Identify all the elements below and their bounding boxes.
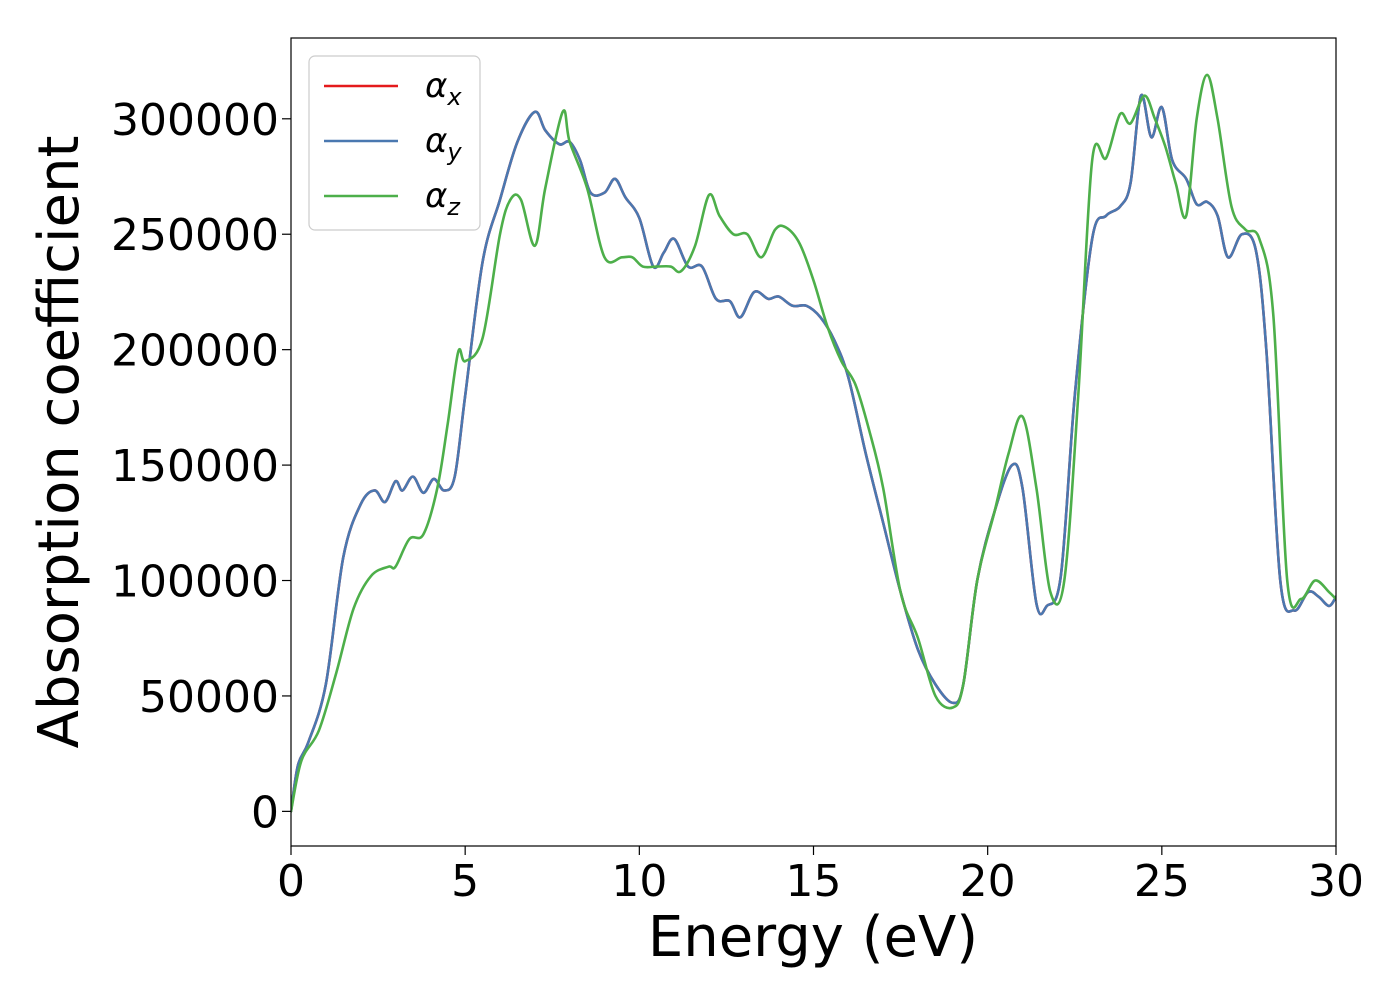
legend-label-symbol: α [425,121,447,161]
y-tick-label: 150000 [111,441,279,492]
y-tick-label: 100000 [111,557,279,608]
x-tick-label: 25 [1134,856,1190,907]
legend-label-z: αz [425,176,461,221]
series-layer [291,73,1336,813]
legend-box [308,55,481,231]
x-tick-label: 20 [960,856,1016,907]
legend-label-x: αx [425,66,462,111]
legend-label-symbol: α [425,176,447,216]
legend-label-symbol: α [425,66,447,106]
x-tick-label: 30 [1308,856,1364,907]
legend-label-subscript: z [446,193,461,221]
y-tick-label: 250000 [111,210,279,261]
y-tick-label: 200000 [111,326,279,377]
legend-label-subscript: x [446,83,462,111]
series-line-y [291,93,1336,813]
series-line-z [291,73,1336,813]
y-axis: 0 50000 100000 150000 200000 250000 300000 [111,95,291,838]
x-tick-label: 10 [611,856,667,907]
legend-label-y: αy [425,121,462,166]
x-tick-label: 0 [277,856,305,907]
y-tick-label: 0 [251,787,279,838]
x-tick-label: 15 [786,856,842,907]
y-tick-label: 300000 [111,95,279,146]
x-tick-label: 5 [451,856,479,907]
y-tick-label: 50000 [139,672,279,723]
legend-label-subscript: y [446,138,462,166]
x-axis: 0 5 10 15 20 25 30 [277,846,1364,907]
x-axis-title: Energy (eV) [648,905,978,970]
y-axis-title: Absorption coefficient [27,136,92,749]
